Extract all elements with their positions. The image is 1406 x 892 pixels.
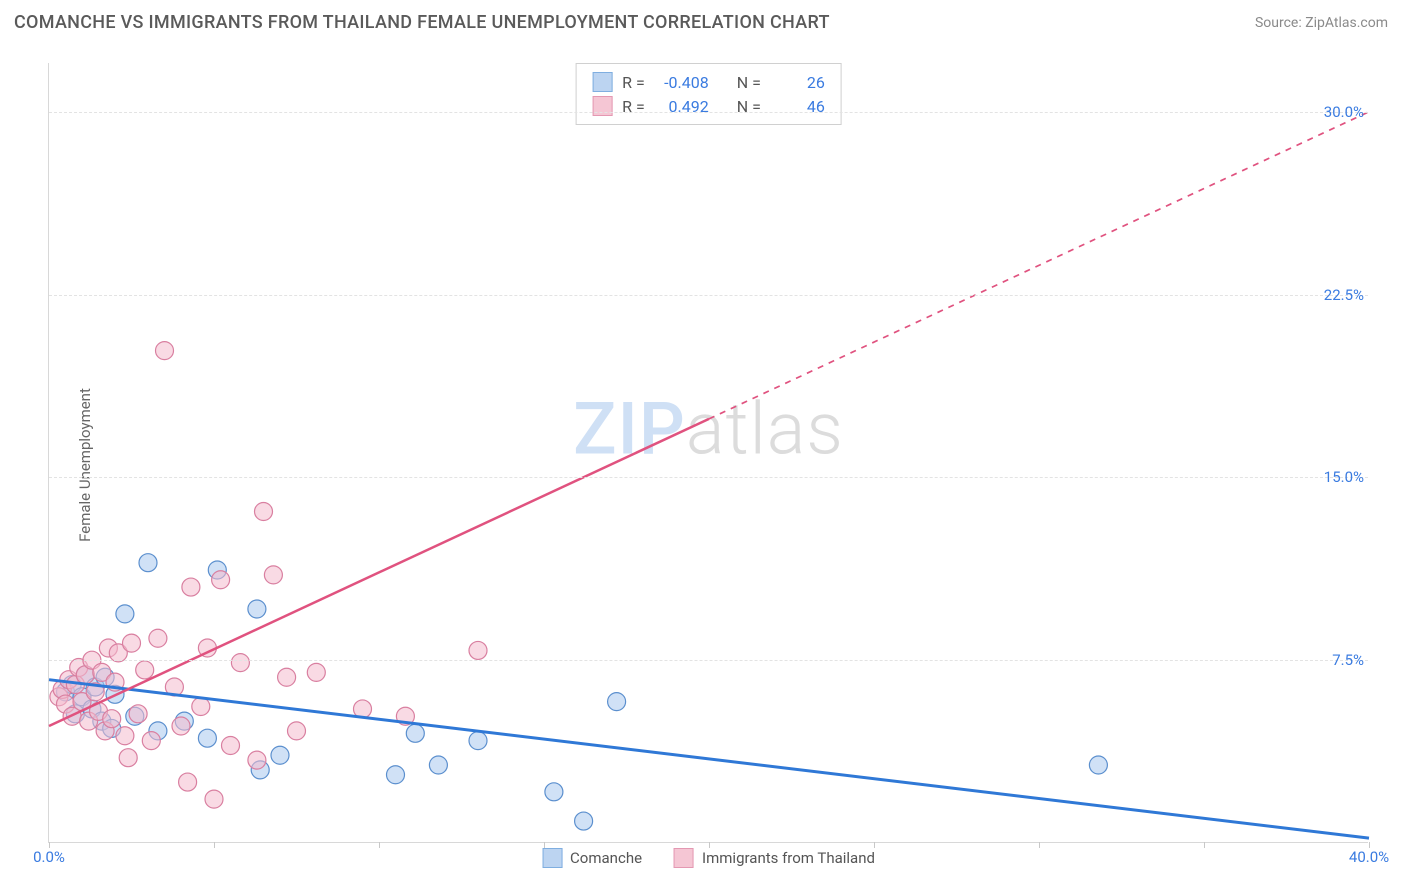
chart-container: Female Unemployment ZIPatlas R = -0.408 …	[0, 45, 1406, 885]
y-tick-label: 22.5%	[1324, 286, 1372, 304]
x-tick-mark	[544, 842, 545, 848]
x-tick-label: 40.0%	[1349, 848, 1389, 866]
scatter-point	[212, 571, 230, 589]
scatter-point	[142, 732, 160, 750]
scatter-point	[119, 749, 137, 767]
scatter-point	[136, 661, 154, 679]
scatter-point	[179, 773, 197, 791]
chart-svg	[49, 63, 1368, 842]
scatter-point	[469, 641, 487, 659]
x-tick-mark	[709, 842, 710, 848]
legend-item-1: Immigrants from Thailand	[674, 848, 875, 868]
scatter-point	[116, 727, 134, 745]
scatter-point	[192, 698, 210, 716]
scatter-point	[255, 503, 273, 521]
scatter-point	[307, 663, 325, 681]
scatter-point	[264, 566, 282, 584]
x-tick-label: 0.0%	[33, 848, 65, 866]
scatter-point	[575, 812, 593, 830]
x-tick-mark	[214, 842, 215, 848]
x-tick-mark	[874, 842, 875, 848]
x-tick-mark	[1039, 842, 1040, 848]
scatter-point	[406, 724, 424, 742]
scatter-point	[116, 605, 134, 623]
scatter-point	[139, 554, 157, 572]
scatter-point	[545, 783, 563, 801]
scatter-point	[182, 578, 200, 596]
scatter-point	[1089, 756, 1107, 774]
swatch-series-0	[542, 848, 562, 868]
trend-line	[49, 680, 1369, 838]
scatter-point	[271, 746, 289, 764]
bottom-legend: Comanche Immigrants from Thailand	[542, 848, 875, 868]
trend-line-dashed	[709, 112, 1369, 419]
legend-label-1: Immigrants from Thailand	[702, 849, 875, 867]
scatter-point	[205, 790, 223, 808]
chart-source: Source: ZipAtlas.com	[1255, 15, 1388, 31]
y-tick-label: 7.5%	[1332, 651, 1372, 669]
y-tick-label: 15.0%	[1324, 468, 1372, 486]
legend-label-0: Comanche	[570, 849, 642, 867]
scatter-point	[129, 705, 147, 723]
scatter-point	[123, 634, 141, 652]
scatter-point	[222, 737, 240, 755]
gridline	[49, 112, 1368, 113]
scatter-point	[278, 668, 296, 686]
y-tick-label: 30.0%	[1324, 103, 1372, 121]
gridline	[49, 477, 1368, 478]
scatter-point	[156, 342, 174, 360]
gridline	[49, 295, 1368, 296]
scatter-point	[149, 629, 167, 647]
scatter-point	[103, 710, 121, 728]
chart-title: COMANCHE VS IMMIGRANTS FROM THAILAND FEM…	[14, 12, 830, 33]
swatch-series-1	[674, 848, 694, 868]
scatter-point	[248, 600, 266, 618]
x-tick-mark	[379, 842, 380, 848]
scatter-point	[608, 693, 626, 711]
scatter-point	[387, 766, 405, 784]
legend-item-0: Comanche	[542, 848, 642, 868]
gridline	[49, 660, 1368, 661]
x-tick-mark	[1204, 842, 1205, 848]
trend-line	[49, 419, 709, 726]
chart-header: COMANCHE VS IMMIGRANTS FROM THAILAND FEM…	[0, 0, 1406, 41]
scatter-point	[248, 751, 266, 769]
scatter-point	[172, 717, 190, 735]
scatter-point	[429, 756, 447, 774]
scatter-point	[469, 732, 487, 750]
scatter-point	[231, 654, 249, 672]
scatter-point	[198, 729, 216, 747]
plot-area: ZIPatlas R = -0.408 N = 26 R = 0.492 N =…	[48, 63, 1368, 843]
scatter-point	[288, 722, 306, 740]
